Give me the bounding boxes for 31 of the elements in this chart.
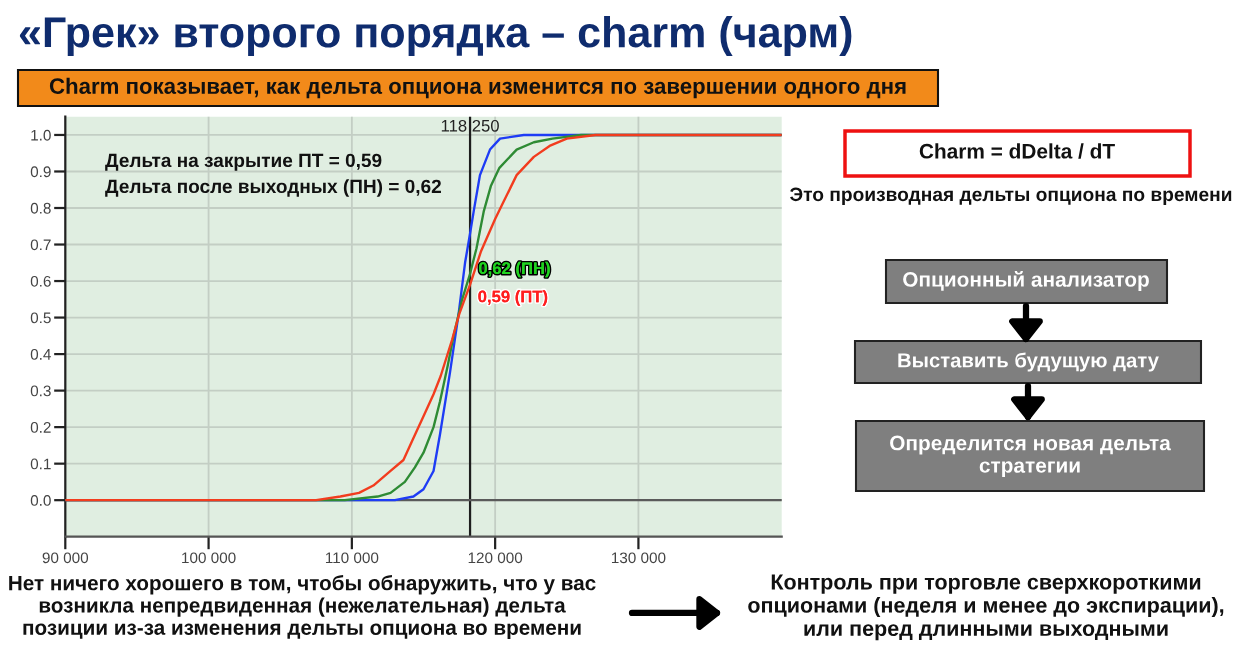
ref-line-label: 118 250 [441, 119, 499, 132]
y-tick-label: 0.3 [30, 385, 51, 397]
x-tick-label: 110 000 [325, 552, 379, 564]
y-tick-label: 0.5 [30, 312, 51, 324]
text: Нет ничего хорошего в том, чтобы обнаружить, что у вас возникла непредвиденная (нежелательная) дельта позиции из-за изменения дельты опциона во времени [9, 574, 596, 640]
y-tick-label: 0.9 [30, 166, 51, 178]
line-series [65, 133, 782, 502]
y-tick-label: 0.8 [30, 202, 51, 214]
chart-subtitle: Charm показывает, как дельта опциона изменится по завершении одного дня [49, 77, 906, 99]
annotation: Дельта после выходных (ПН) = 0,62 [105, 179, 441, 197]
x-tick-label: 90 000 [42, 552, 89, 564]
y-tick-label: 0.2 [30, 422, 51, 433]
x-tick-label: 130 000 [611, 552, 666, 564]
text: Определится новая дельта стратегии [890, 435, 1171, 477]
annotation: 0,59 (ПТ) [478, 290, 548, 306]
y-tick-label: 0.0 [30, 495, 51, 506]
text: Charm = dDelta / dT [919, 143, 1115, 159]
x-tick-label: 120 000 [468, 552, 523, 564]
text: Опционный анализатор [903, 271, 1149, 291]
text: Это производная дельты опциона по времени [790, 187, 1232, 205]
annotation: 0,62 (ПН) [479, 261, 550, 278]
chart-title: «Грек» второго порядка – charm (чарм) [19, 15, 852, 57]
y-tick-label: 1.0 [31, 129, 51, 141]
annotation: Дельта на закрытие ПТ = 0,59 [105, 153, 382, 171]
x-tick-label: 100 000 [182, 552, 236, 564]
y-tick-label: 0.4 [30, 348, 51, 360]
y-tick-label: 0.6 [30, 275, 51, 287]
text: Контроль при торговле сверхкороткими опционами (неделя и менее до экспирации), или перед длинными выходными [748, 574, 1224, 641]
text: Выставить будущую дату [898, 352, 1159, 372]
y-tick-label: 0.1 [30, 458, 51, 470]
y-tick-label: 0.7 [30, 239, 51, 251]
